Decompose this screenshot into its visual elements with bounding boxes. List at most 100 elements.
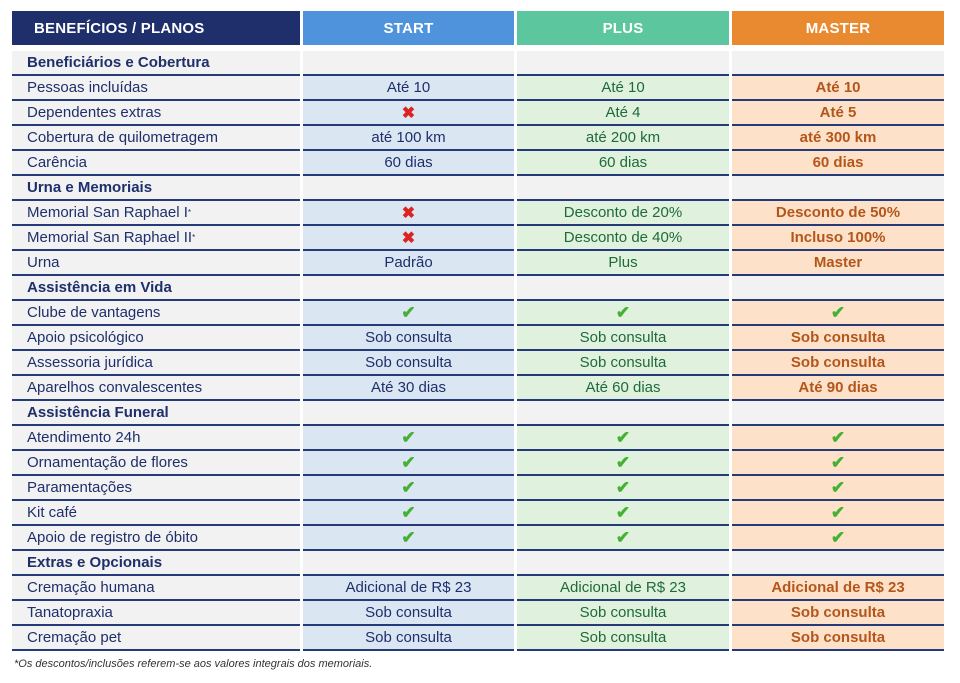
section-title: Urna e Memoriais bbox=[12, 176, 300, 201]
check-icon: ✔ bbox=[615, 427, 631, 447]
start-value: ✖ bbox=[303, 101, 514, 126]
start-value: 60 dias bbox=[303, 151, 514, 176]
benefit-label: Paramentações bbox=[12, 476, 300, 501]
plus-value: Sob consulta bbox=[517, 351, 729, 376]
check-icon: ✔ bbox=[615, 302, 631, 322]
master-value: Desconto de 50% bbox=[732, 201, 944, 226]
cross-icon: ✖ bbox=[401, 204, 416, 222]
empty-cell bbox=[732, 401, 944, 426]
master-value: ✔ bbox=[732, 426, 944, 451]
check-icon: ✔ bbox=[830, 427, 846, 447]
plus-value: Desconto de 20% bbox=[517, 201, 729, 226]
empty-cell bbox=[303, 51, 514, 76]
benefit-label-text: Urna bbox=[27, 254, 60, 271]
start-value: ✔ bbox=[303, 301, 514, 326]
benefit-label: Aparelhos convalescentes bbox=[12, 376, 300, 401]
check-icon: ✔ bbox=[401, 427, 416, 447]
master-value: Master bbox=[732, 251, 944, 276]
plus-value: ✔ bbox=[517, 526, 729, 551]
start-value: Adicional de R$ 23 bbox=[303, 576, 514, 601]
master-value: Incluso 100% bbox=[732, 226, 944, 251]
start-value: ✔ bbox=[303, 451, 514, 476]
check-icon: ✔ bbox=[615, 452, 631, 472]
benefit-label-text: Kit café bbox=[27, 504, 78, 521]
start-value: ✖ bbox=[303, 201, 514, 226]
start-value: Padrão bbox=[303, 251, 514, 276]
benefit-label: Clube de vantagens bbox=[12, 301, 300, 326]
start-value: Até 10 bbox=[303, 76, 514, 101]
master-value: ✔ bbox=[732, 451, 944, 476]
benefit-label-text: Memorial San Raphael I bbox=[27, 204, 188, 221]
empty-cell bbox=[517, 551, 729, 576]
section-title: Beneficiários e Cobertura bbox=[12, 51, 300, 76]
empty-cell bbox=[732, 51, 944, 76]
plus-value: Plus bbox=[517, 251, 729, 276]
start-value: ✔ bbox=[303, 476, 514, 501]
footnote: *Os descontos/inclusões referem-se aos v… bbox=[14, 658, 373, 670]
start-value: Sob consulta bbox=[303, 326, 514, 351]
plus-value: ✔ bbox=[517, 426, 729, 451]
header-master: MASTER bbox=[732, 11, 944, 45]
benefit-label-text: Atendimento 24h bbox=[27, 429, 141, 446]
benefit-label: Tanatopraxia bbox=[12, 601, 300, 626]
benefit-label-text: Pessoas incluídas bbox=[27, 79, 148, 96]
benefit-label: Ornamentação de flores bbox=[12, 451, 300, 476]
empty-cell bbox=[517, 276, 729, 301]
plus-value: ✔ bbox=[517, 476, 729, 501]
check-icon: ✔ bbox=[615, 477, 631, 497]
section-title: Assistência Funeral bbox=[12, 401, 300, 426]
benefit-label-text: Cobertura de quilometragem bbox=[27, 129, 218, 146]
plus-value: ✔ bbox=[517, 501, 729, 526]
footnote-marker: * bbox=[192, 233, 196, 242]
master-value: ✔ bbox=[732, 301, 944, 326]
check-icon: ✔ bbox=[401, 477, 416, 497]
benefit-label-text: Apoio psicológico bbox=[27, 329, 144, 346]
master-value: Sob consulta bbox=[732, 601, 944, 626]
start-value: ✔ bbox=[303, 501, 514, 526]
benefit-label-text: Tanatopraxia bbox=[27, 604, 113, 621]
plus-value: Desconto de 40% bbox=[517, 226, 729, 251]
master-value: Até 5 bbox=[732, 101, 944, 126]
check-icon: ✔ bbox=[401, 452, 416, 472]
benefit-label: Urna bbox=[12, 251, 300, 276]
master-value: Até 90 dias bbox=[732, 376, 944, 401]
master-value: ✔ bbox=[732, 526, 944, 551]
plus-value: 60 dias bbox=[517, 151, 729, 176]
benefit-label: Memorial San Raphael I * bbox=[12, 201, 300, 226]
benefit-label: Assessoria jurídica bbox=[12, 351, 300, 376]
empty-cell bbox=[517, 401, 729, 426]
check-icon: ✔ bbox=[830, 527, 846, 547]
check-icon: ✔ bbox=[401, 302, 416, 322]
master-value: ✔ bbox=[732, 501, 944, 526]
start-value: Sob consulta bbox=[303, 601, 514, 626]
start-value: Sob consulta bbox=[303, 351, 514, 376]
benefit-label-text: Carência bbox=[27, 154, 88, 171]
benefit-label: Apoio de registro de óbito bbox=[12, 526, 300, 551]
benefit-label: Carência bbox=[12, 151, 300, 176]
start-value: até 100 km bbox=[303, 126, 514, 151]
benefit-label-text: Cremação pet bbox=[27, 629, 122, 646]
check-icon: ✔ bbox=[830, 452, 846, 472]
plus-value: Até 4 bbox=[517, 101, 729, 126]
plans-comparison-table: BENEFÍCIOS / PLANOS START PLUS MASTER Be… bbox=[12, 11, 946, 651]
plus-value: até 200 km bbox=[517, 126, 729, 151]
benefit-label: Apoio psicológico bbox=[12, 326, 300, 351]
benefit-label: Kit café bbox=[12, 501, 300, 526]
check-icon: ✔ bbox=[401, 527, 416, 547]
check-icon: ✔ bbox=[830, 302, 846, 322]
plus-value: Até 60 dias bbox=[517, 376, 729, 401]
plus-value: Sob consulta bbox=[517, 326, 729, 351]
header-plus: PLUS bbox=[517, 11, 729, 45]
start-value: Sob consulta bbox=[303, 626, 514, 651]
benefit-label-text: Clube de vantagens bbox=[27, 304, 161, 321]
empty-cell bbox=[517, 51, 729, 76]
header-benefits: BENEFÍCIOS / PLANOS bbox=[12, 11, 300, 45]
benefit-label-text: Paramentações bbox=[27, 479, 133, 496]
master-value: Até 10 bbox=[732, 76, 944, 101]
empty-cell bbox=[303, 176, 514, 201]
benefit-label-text: Ornamentação de flores bbox=[27, 454, 188, 471]
benefit-label-text: Cremação humana bbox=[27, 579, 155, 596]
benefit-label-text: Assessoria jurídica bbox=[27, 354, 153, 371]
plus-value: ✔ bbox=[517, 301, 729, 326]
benefit-label: Cobertura de quilometragem bbox=[12, 126, 300, 151]
